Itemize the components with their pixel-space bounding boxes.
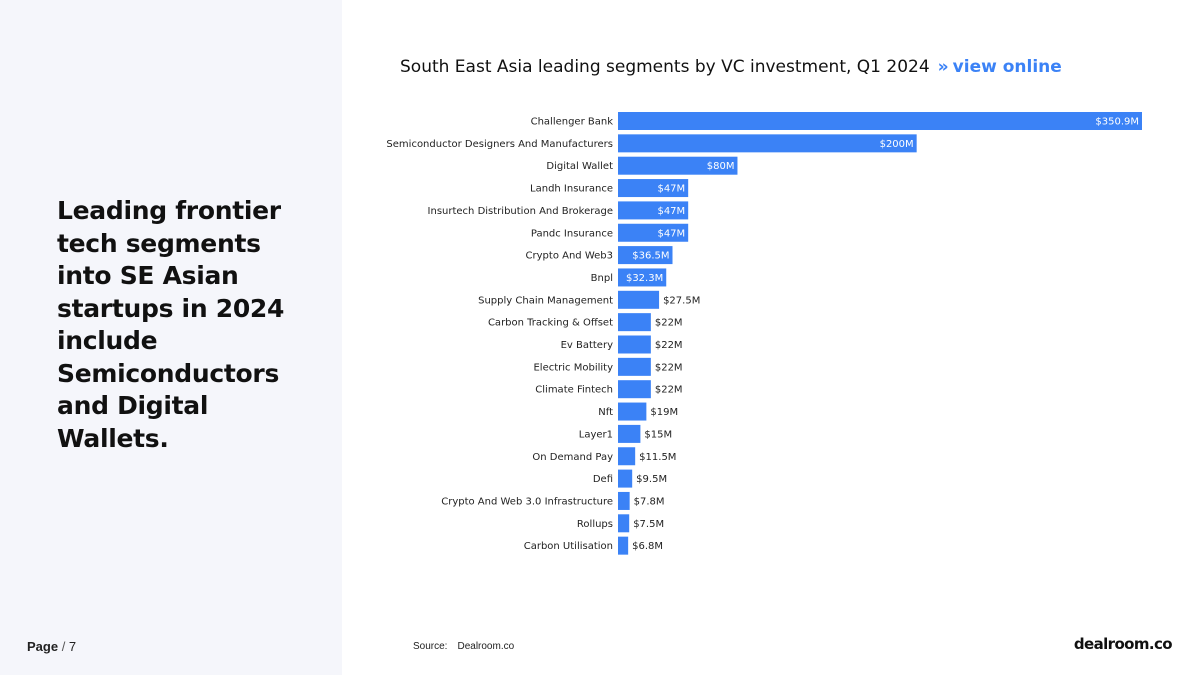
page-label: Page [27, 639, 59, 654]
category-label: Layer1 [579, 429, 613, 440]
chart-header: South East Asia leading segments by VC i… [400, 57, 1062, 77]
value-label: $6.8M [632, 541, 663, 552]
page-indicator: Page / 7 [27, 639, 76, 654]
category-label: Challenger Bank [531, 117, 614, 128]
category-label: Bnpl [591, 273, 613, 284]
view-online-link[interactable]: view online [952, 57, 1062, 77]
category-label: Digital Wallet [546, 161, 613, 172]
value-label: $22M [655, 362, 683, 373]
value-label: $15M [644, 429, 672, 440]
source-label: Source: [413, 641, 448, 652]
bar[interactable] [618, 223, 689, 242]
bar[interactable] [618, 201, 689, 220]
bar[interactable] [618, 491, 630, 510]
value-label: $47M [657, 184, 685, 195]
value-label: $36.5M [632, 251, 669, 262]
value-label: $7.5M [633, 519, 664, 530]
bar[interactable] [618, 380, 651, 399]
bar[interactable] [618, 514, 630, 533]
source-value: Dealroom.co [457, 641, 515, 652]
category-label: Rollups [577, 519, 613, 530]
value-label: $27.5M [663, 295, 700, 306]
category-label: Landh Insurance [530, 184, 613, 195]
bar[interactable] [618, 156, 738, 175]
category-label: Climate Fintech [535, 385, 613, 396]
bar[interactable] [618, 268, 667, 287]
chevron-right-icon: » [937, 57, 949, 77]
value-label: $7.8M [634, 496, 665, 507]
value-label: $9.5M [636, 474, 667, 485]
bar[interactable] [618, 335, 651, 354]
bar[interactable] [618, 246, 673, 265]
bar[interactable] [618, 290, 660, 309]
bar[interactable] [618, 447, 636, 466]
value-label: $350.9M [1095, 117, 1139, 128]
category-label: Nft [598, 407, 613, 418]
bar[interactable] [618, 179, 689, 198]
category-label: Insurtech Distribution And Brokerage [428, 206, 613, 217]
bar[interactable] [618, 424, 641, 443]
bar[interactable] [618, 357, 651, 376]
bar[interactable] [618, 536, 629, 555]
category-label: Semiconductor Designers And Manufacturer… [386, 139, 613, 150]
bar[interactable] [618, 112, 1142, 130]
category-label: Ev Battery [561, 340, 614, 351]
category-label: Crypto And Web 3.0 Infrastructure [441, 496, 613, 507]
category-label: Crypto And Web3 [526, 251, 613, 262]
category-label: Carbon Tracking & Offset [488, 318, 613, 329]
bar[interactable] [618, 402, 647, 421]
category-label: Pandc Insurance [531, 228, 613, 239]
value-label: $22M [655, 318, 683, 329]
sidebar-panel: Leading frontier tech segments into SE A… [0, 0, 342, 675]
headline: Leading frontier tech segments into SE A… [57, 196, 285, 453]
value-label: $11.5M [639, 452, 676, 463]
category-label: On Demand Pay [532, 452, 613, 463]
category-label: Carbon Utilisation [524, 541, 613, 552]
value-label: $80M [707, 161, 735, 172]
value-label: $47M [657, 228, 685, 239]
value-label: $19M [650, 407, 678, 418]
source-note: Source: Dealroom.co [413, 641, 514, 652]
value-label: $22M [655, 385, 683, 396]
value-label: $32.3M [626, 273, 663, 284]
category-label: Supply Chain Management [478, 295, 613, 306]
dealroom-logo: dealroom.co [1073, 635, 1173, 653]
value-label: $22M [655, 340, 683, 351]
page-separator: / [58, 639, 69, 654]
bar[interactable] [618, 469, 633, 488]
value-label: $47M [657, 206, 685, 217]
bar[interactable] [618, 313, 651, 332]
page-number: 7 [68, 639, 77, 654]
value-label: $200M [880, 139, 914, 150]
bar[interactable] [618, 134, 917, 153]
category-label: Electric Mobility [533, 362, 613, 373]
chart-title: South East Asia leading segments by VC i… [400, 57, 930, 77]
category-label: Defi [593, 474, 613, 485]
